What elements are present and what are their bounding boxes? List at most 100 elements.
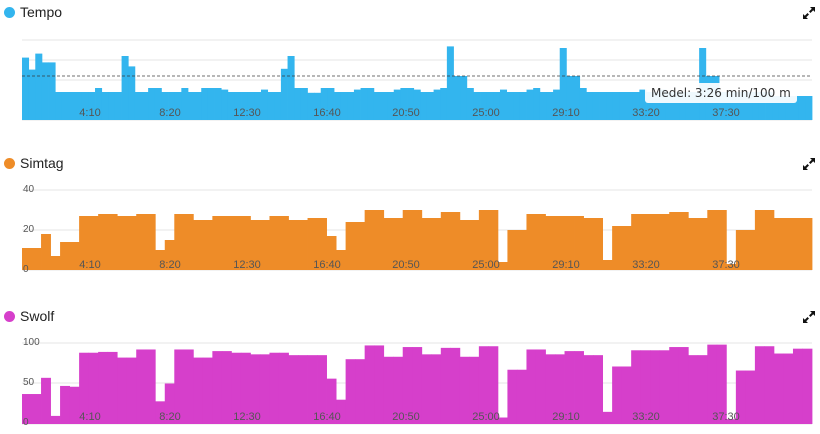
tempo-column — [526, 89, 534, 120]
tempo-column — [380, 92, 388, 120]
x-tick-label: 29:10 — [552, 259, 580, 271]
x-tick-label: 37:30 — [712, 107, 740, 119]
simtag-bar — [107, 214, 118, 270]
swolf-bar — [355, 359, 366, 424]
simtag-bar — [374, 210, 385, 270]
simtag-bar — [640, 214, 651, 270]
swolf-expand-icon[interactable] — [802, 310, 816, 324]
tempo-column — [420, 92, 428, 120]
tempo-column — [254, 92, 262, 120]
tempo-column — [792, 96, 800, 120]
tempo-column — [440, 88, 448, 120]
swolf-bar — [307, 355, 318, 424]
simtag-bar — [707, 210, 718, 270]
tempo-column — [75, 92, 83, 120]
x-tick-label: 12:30 — [233, 259, 261, 271]
tempo-column — [612, 92, 620, 120]
simtag-bar — [383, 218, 394, 270]
tempo-column — [387, 92, 395, 120]
simtag-bar — [155, 250, 166, 270]
tempo-column — [334, 92, 342, 120]
tempo-expand-icon[interactable] — [802, 6, 816, 20]
x-tick-label: 37:30 — [712, 411, 740, 423]
tempo-column — [280, 68, 288, 120]
simtag-bar — [555, 216, 565, 270]
swolf-bar — [364, 345, 375, 424]
tempo-column — [725, 92, 733, 120]
simtag-bar — [402, 210, 413, 270]
swolf-bar — [631, 350, 642, 424]
x-tick-label: 12:30 — [233, 411, 261, 423]
simtag-expand-icon[interactable] — [802, 157, 816, 171]
swolf-bar — [792, 348, 803, 424]
tempo-column — [805, 96, 813, 120]
tempo-column — [81, 92, 89, 120]
simtag-bar — [79, 216, 90, 270]
simtag-bar — [164, 240, 175, 270]
swolf-bar — [145, 349, 156, 424]
swolf-legend-dot — [4, 311, 15, 322]
tempo-column — [393, 89, 401, 120]
tempo-column — [141, 92, 149, 120]
swolf-bar — [659, 350, 670, 424]
simtag-bar — [783, 218, 794, 270]
tempo-column — [61, 92, 69, 120]
swolf-bar — [726, 419, 737, 424]
tempo-column — [719, 92, 727, 120]
tempo-panel: Tempo 4:10 8:20 12:30 16:40 20:50 25:00 29:10 3… — [0, 0, 820, 130]
swolf-bar — [88, 352, 99, 424]
tempo-column — [207, 88, 215, 120]
tempo-column — [685, 92, 693, 120]
y-tick-label: 0 — [23, 264, 29, 275]
tempo-column — [586, 92, 594, 120]
simtag-bar — [412, 210, 423, 270]
simtag-bar — [583, 218, 594, 270]
tempo-column — [546, 92, 554, 120]
simtag-bar — [631, 214, 642, 270]
tempo-column — [798, 96, 806, 120]
simtag-bar — [773, 218, 784, 270]
simtag-bar — [231, 216, 242, 270]
simtag-bar — [117, 216, 128, 270]
tempo-column — [665, 92, 673, 120]
swolf-bar — [564, 351, 575, 424]
tempo-column — [619, 92, 627, 120]
tempo-column — [314, 92, 322, 120]
simtag-title: Simtag — [20, 155, 64, 171]
swolf-bar — [259, 354, 270, 424]
tempo-column — [519, 92, 527, 120]
simtag-bar — [612, 226, 623, 270]
simtag-bar — [792, 218, 803, 270]
simtag-bar — [545, 216, 556, 270]
tempo-column — [426, 92, 434, 120]
tempo-column — [433, 89, 441, 120]
x-tick-label: 20:50 — [392, 259, 420, 271]
swolf-bar — [60, 385, 70, 424]
tempo-column — [679, 92, 687, 120]
simtag-bar — [678, 212, 689, 270]
tempo-column — [68, 92, 76, 120]
simtag-bar — [278, 216, 289, 270]
simtag-bar — [650, 214, 661, 270]
simtag-bar — [202, 220, 213, 270]
tempo-column — [28, 69, 36, 120]
swolf-bar — [231, 352, 242, 424]
tempo-column — [626, 92, 634, 120]
simtag-bar — [60, 242, 70, 270]
tempo-column — [221, 89, 229, 120]
swolf-bar — [202, 357, 213, 424]
simtag-bar — [221, 216, 232, 270]
tempo-column — [533, 88, 541, 120]
simtag-bar — [174, 214, 185, 270]
simtag-bar — [250, 220, 261, 270]
tempo-column — [367, 88, 375, 120]
tempo-legend-dot — [4, 7, 15, 18]
swolf-bar — [155, 401, 166, 424]
simtag-bar — [745, 230, 756, 270]
tempo-column — [460, 76, 468, 120]
swolf-bar — [745, 370, 756, 424]
simtag-bar — [259, 220, 270, 270]
swolf-bar — [583, 355, 594, 424]
simtag-bar — [212, 216, 223, 270]
tempo-column — [294, 88, 302, 120]
